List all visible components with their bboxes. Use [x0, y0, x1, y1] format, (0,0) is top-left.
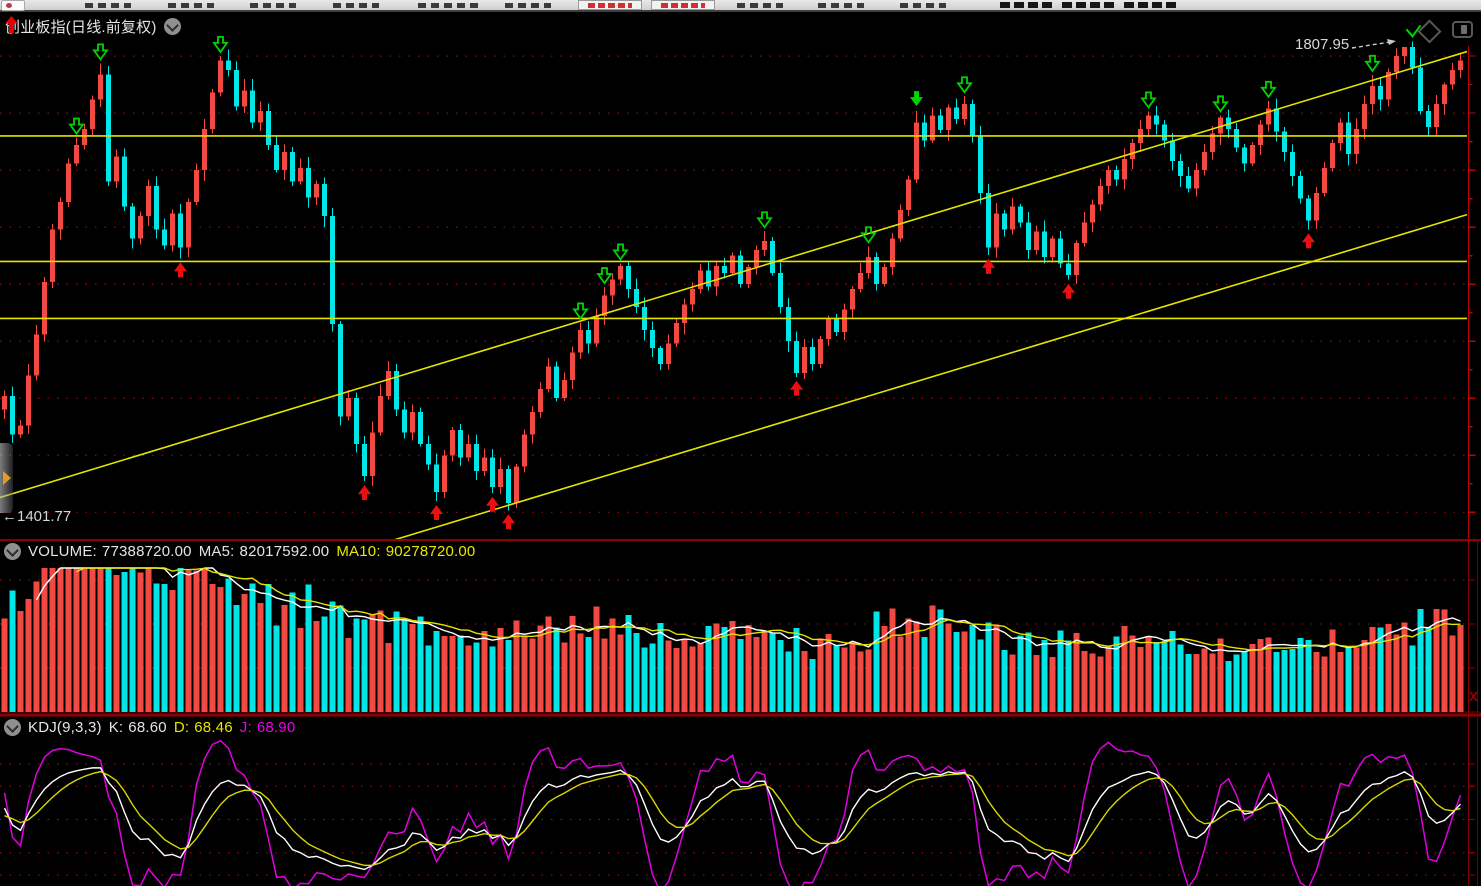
volume-collapse-button[interactable]	[4, 543, 21, 560]
toolbar-menu-item[interactable]	[737, 3, 783, 8]
volume-ma-lines	[35, 567, 1461, 653]
volume-kdj-separator	[0, 713, 1481, 717]
j-label: J:	[239, 719, 252, 736]
check-marker	[1405, 24, 1422, 38]
volume-bars[interactable]	[1, 568, 1464, 712]
main-collapse-button[interactable]	[163, 18, 181, 35]
sell-signal-hollow-arrow	[1140, 91, 1157, 109]
chevron-down-icon	[6, 720, 19, 733]
volume-label: VOLUME:	[28, 543, 97, 560]
buy-signal-arrow	[430, 505, 443, 521]
ma10-value: 90278720.00	[385, 543, 476, 560]
split-window-icon[interactable]	[1452, 21, 1473, 38]
kdj-j-line	[3, 739, 1462, 886]
buy-signal-arrow	[174, 262, 187, 278]
expand-right-arrow-icon	[3, 471, 11, 485]
toolbar-menu-item[interactable]	[818, 3, 864, 8]
buy-signal-arrow	[982, 258, 995, 274]
sell-signal-hollow-arrow	[1212, 95, 1229, 113]
j-value: 68.90	[256, 719, 296, 736]
k-value: 68.60	[128, 719, 167, 736]
buy-signal-arrow	[486, 496, 499, 512]
volume-baseline	[0, 711, 1481, 713]
toolbar-menu-item[interactable]	[333, 3, 379, 8]
toolbar-button-red-1[interactable]	[578, 0, 642, 10]
sell-signal-hollow-arrow	[756, 211, 773, 229]
sell-signal-hollow-arrow	[1260, 80, 1277, 99]
sell-signal-hollow-arrow	[956, 76, 973, 94]
kdj-k-line	[3, 767, 1462, 871]
candlestick-series[interactable]	[2, 41, 1463, 511]
toolbar-button-red-2[interactable]	[651, 0, 715, 10]
toolbar-menu-item[interactable]	[1000, 2, 1052, 8]
d-label: D:	[173, 719, 190, 736]
k-label: K:	[108, 719, 124, 736]
trendlines[interactable]	[0, 50, 1468, 660]
chevron-down-icon	[165, 19, 179, 32]
toolbar-menu-item[interactable]	[85, 3, 131, 8]
buy-signal-arrow	[790, 380, 803, 396]
kdj-lines[interactable]	[3, 739, 1462, 886]
volume-ma10-line	[76, 567, 1461, 652]
buy-signal-arrow	[358, 485, 371, 501]
ma10-label: MA10:	[336, 543, 381, 560]
volume-value: 77388720.00	[101, 543, 192, 560]
main-price-gridlines	[0, 55, 1468, 513]
sell-signal-hollow-arrow	[596, 267, 613, 285]
sell-signal-hollow-arrow	[860, 226, 877, 244]
red-up-arrow-icon	[5, 16, 18, 33]
price-axis[interactable]	[1467, 46, 1479, 886]
buy-signal-arrow	[1062, 283, 1075, 299]
toolbar-menu-item[interactable]	[505, 3, 551, 8]
toolbar-menu-item[interactable]	[418, 3, 478, 8]
kdj-d-line	[4, 770, 1461, 867]
toolbar-menu-item[interactable]	[168, 3, 214, 8]
toolbar-menu-item[interactable]	[250, 3, 296, 8]
buy-signal-arrow	[1302, 233, 1315, 249]
toolbar-menu-item[interactable]	[1062, 2, 1114, 8]
volume-ma5-line	[35, 567, 1461, 653]
toolbar-menu-item[interactable]	[900, 3, 946, 8]
sell-signal-hollow-arrow	[212, 36, 229, 54]
high-price-annotation: 1807.95	[1295, 36, 1350, 53]
chart-title: 创业板指(日线.前复权)	[5, 19, 157, 36]
high-annotation-arrow	[1351, 39, 1396, 49]
toolbar-menu-item[interactable]	[1124, 2, 1176, 8]
ma5-value: 82017592.00	[239, 543, 330, 560]
kdj-name: KDJ(9,3,3)	[28, 719, 102, 736]
sell-signal-hollow-arrow	[92, 43, 109, 61]
sell-signal-hollow-arrow	[68, 117, 85, 136]
left-panel-expander[interactable]	[0, 443, 13, 513]
d-value: 68.46	[194, 719, 233, 736]
buy-signal-arrow	[502, 514, 515, 530]
chevron-down-icon	[6, 544, 19, 557]
kdj-collapse-button[interactable]	[4, 719, 21, 736]
top-toolbar	[0, 0, 1481, 12]
sell-signal-hollow-arrow	[1364, 54, 1381, 73]
ma5-label: MA5:	[198, 543, 235, 560]
app-icon[interactable]	[1, 0, 25, 11]
low-price-annotation: ←1401.77	[2, 508, 72, 525]
main-volume-separator	[0, 539, 1481, 542]
sell-signal-hollow-arrow	[612, 243, 629, 261]
signal-markers	[68, 24, 1422, 530]
sell-signal-hollow-arrow	[572, 302, 589, 320]
axis-close-x-icon[interactable]	[1469, 691, 1478, 702]
sell-signal-arrow	[910, 91, 923, 107]
